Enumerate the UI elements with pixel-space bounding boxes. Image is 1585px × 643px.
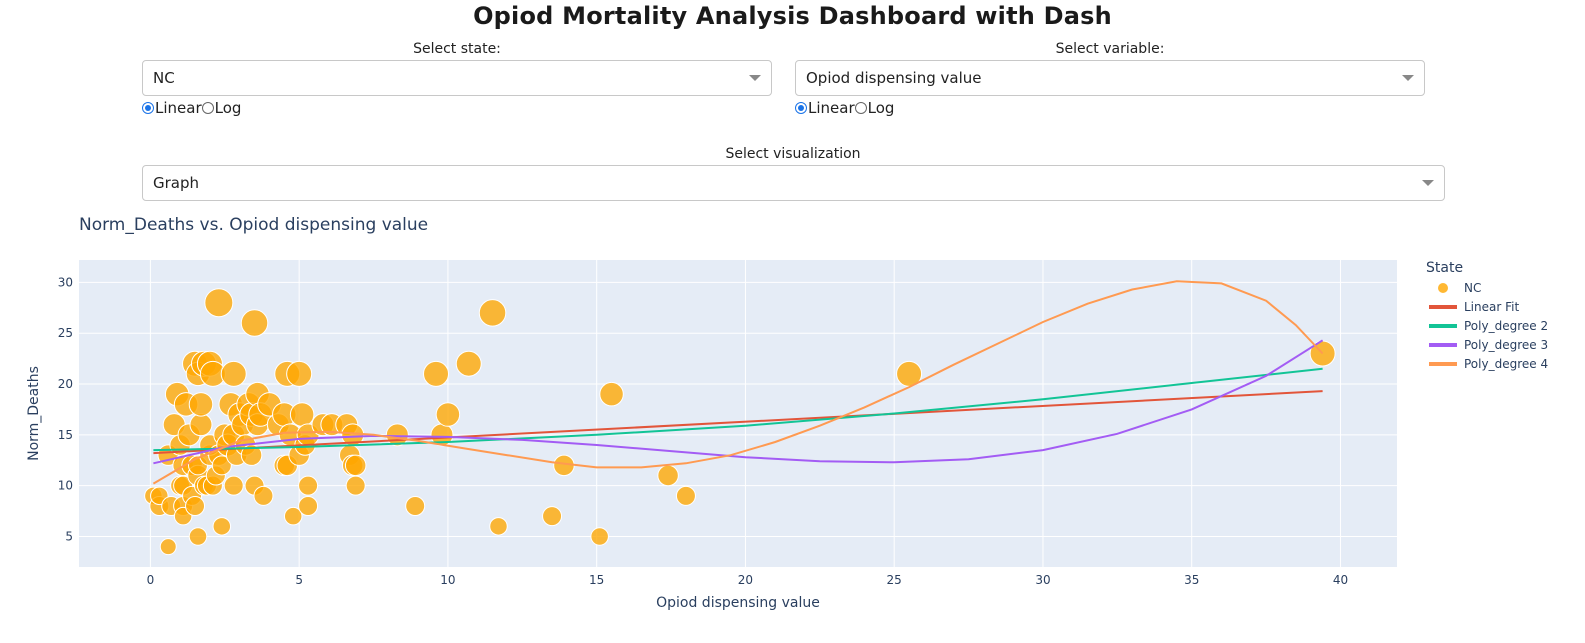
state-scale-linear-label: Linear <box>155 99 202 117</box>
state-scale-linear[interactable]: Linear <box>142 99 202 117</box>
radio-checked-icon <box>795 102 807 114</box>
x-tick-label: 5 <box>295 573 303 587</box>
scatter-chart[interactable]: Norm_Deaths vs. Opiod dispensing value 0 5… <box>0 205 1585 639</box>
series-line-poly-degree-4 <box>152 280 1324 485</box>
x-tick-label: 35 <box>1184 573 1199 587</box>
chart-title: Norm_Deaths vs. Opiod dispensing value <box>79 215 428 235</box>
state-label: Select state: <box>413 41 501 57</box>
scatter-point <box>455 350 482 377</box>
y-axis-label: Norm_Deaths <box>26 366 42 461</box>
visualization-dropdown-value: Graph <box>153 174 200 192</box>
x-tick-label: 15 <box>589 573 604 587</box>
scatter-point <box>345 475 366 496</box>
variable-scale-log[interactable]: Log <box>854 99 895 117</box>
variable-scale-linear[interactable]: Linear <box>795 99 855 117</box>
scatter-point <box>253 485 274 506</box>
y-tick-label: 25 <box>58 326 73 340</box>
x-tick-label: 0 <box>147 573 155 587</box>
y-tick-label: 10 <box>58 479 73 493</box>
radio-unchecked-icon <box>854 102 867 114</box>
scatter-point <box>423 360 450 387</box>
scatter-point <box>298 475 319 496</box>
state-dropdown-value: NC <box>153 69 175 87</box>
variable-scale-radio: Linear Log <box>795 99 894 117</box>
x-tick-label: 25 <box>887 573 902 587</box>
y-tick-label: 30 <box>58 275 73 289</box>
variable-scale-linear-label: Linear <box>808 99 855 117</box>
scatter-point <box>344 454 367 477</box>
variable-scale-log-label: Log <box>867 99 895 117</box>
radio-unchecked-icon <box>201 102 214 114</box>
scatter-point <box>542 506 563 527</box>
variable-dropdown-value: Opiod dispensing value <box>806 69 982 87</box>
legend-entry-label: Poly_degree 3 <box>1464 338 1548 352</box>
chevron-down-icon <box>749 75 761 81</box>
state-dropdown[interactable]: NC <box>142 60 772 96</box>
visualization-dropdown[interactable]: Graph <box>142 165 1445 201</box>
scatter-point <box>675 485 696 506</box>
radio-checked-icon <box>142 102 154 114</box>
legend-entry-label: NC <box>1464 281 1481 295</box>
legend-entry-label: Poly_degree 2 <box>1464 319 1548 333</box>
legend-marker-nc <box>1438 283 1448 293</box>
legend-entry-label: Linear Fit <box>1464 300 1519 314</box>
state-scale-radio: Linear Log <box>142 99 241 117</box>
scatter-point <box>204 288 234 318</box>
series-line-poly-degree-3 <box>153 339 1324 465</box>
y-tick-label: 20 <box>58 377 73 391</box>
scatter-point <box>590 527 609 546</box>
scatter-point <box>289 402 315 427</box>
legend-title: State <box>1426 260 1463 276</box>
scatter-point <box>189 413 213 437</box>
series-line-linear-fit <box>153 390 1323 455</box>
x-tick-label: 20 <box>738 573 753 587</box>
visualization-label: Select visualization <box>725 146 861 162</box>
scatter-point <box>283 506 303 526</box>
series-line-poly-degree-2 <box>153 367 1323 452</box>
scatter-point <box>405 496 426 517</box>
scatter-point <box>240 309 269 337</box>
scatter-point <box>212 517 232 536</box>
x-tick-label: 40 <box>1333 573 1348 587</box>
scatter-point <box>478 299 507 327</box>
chart-container[interactable]: Norm_Deaths vs. Opiod dispensing value 0 5… <box>0 205 1585 639</box>
scatter-point <box>159 538 177 556</box>
state-scale-log-label: Log <box>214 99 242 117</box>
scatter-point <box>185 496 206 517</box>
page-title: Opiod Mortality Analysis Dashboard with … <box>473 2 1112 30</box>
variable-label: Select variable: <box>1055 41 1165 57</box>
x-axis-label: Opiod dispensing value <box>656 595 820 611</box>
x-tick-label: 10 <box>440 573 455 587</box>
scatter-point <box>220 360 247 387</box>
legend-entry-label: Poly_degree 4 <box>1464 357 1548 371</box>
scatter-point <box>435 402 461 427</box>
scatter-point <box>657 464 679 487</box>
scatter-point <box>223 475 244 496</box>
chevron-down-icon <box>1422 180 1434 186</box>
scatter-point <box>211 455 232 476</box>
variable-dropdown[interactable]: Opiod dispensing value <box>795 60 1425 96</box>
scatter-point <box>489 517 508 536</box>
state-scale-log[interactable]: Log <box>201 99 242 117</box>
scatter-point <box>188 527 208 546</box>
scatter-point <box>298 496 319 517</box>
scatter-point <box>286 360 313 387</box>
scatter-point <box>188 392 214 417</box>
scatter-point <box>599 381 624 407</box>
y-tick-label: 15 <box>58 428 73 442</box>
chevron-down-icon <box>1402 75 1414 81</box>
y-tick-label: 5 <box>65 530 73 544</box>
x-tick-label: 30 <box>1035 573 1050 587</box>
